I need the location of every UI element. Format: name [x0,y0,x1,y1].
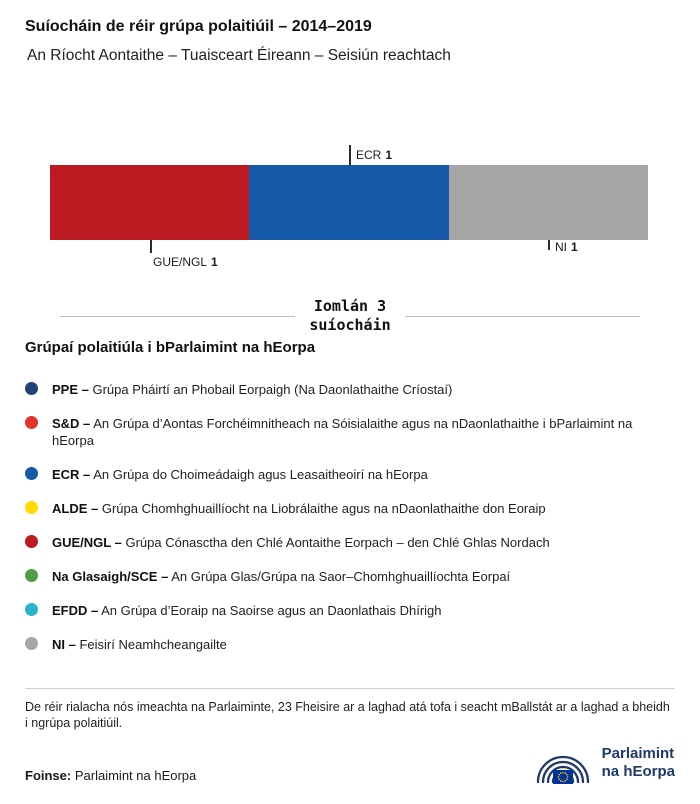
footnote: De réir rialacha nós imeachta na Parlaim… [25,700,670,730]
legend-item-alde: ALDE – Grúpa Chomhghuaillíocht na Liobrá… [25,500,675,517]
legend-item-sd: S&D – An Grúpa d’Aontas Forchéimnitheach… [25,415,675,449]
sd-color-dot [25,416,38,429]
parliament-hemicycle-icon [536,755,589,784]
bar-segment-ni [448,165,648,240]
ni-group-name: NI [555,240,567,254]
source-label: Foinse: [25,768,72,783]
legend-text: EFDD – An Grúpa d’Eoraip na Saoirse agus… [52,602,442,619]
ecr-seat-count: 1 [385,148,393,162]
group-abbr: NI – [52,637,76,652]
separator-line-right [404,315,640,317]
group-desc: An Grúpa do Choimeádaigh agus Leasaitheo… [93,467,428,482]
ep-logo-line2: na hEorpa [601,763,675,780]
gue-ngl-group-name: GUE/NGL [153,255,208,269]
group-abbr: Na Glasaigh/SCE – [52,569,169,584]
group-abbr: GUE/NGL – [52,535,122,550]
group-abbr: PPE – [52,382,89,397]
ni-seat-count: 1 [571,240,578,254]
alde-color-dot [25,501,38,514]
legend-item-ppe: PPE – Grúpa Pháirtí an Phobail Eorpaigh … [25,381,675,398]
bar-segment-ecr [249,165,449,240]
group-desc: An Grúpa d’Aontas Forchéimnitheach na Só… [52,416,633,448]
source-value: Parlaimint na hEorpa [74,768,197,783]
group-desc: An Grúpa Glas/Grúpa na Saor–Chomhghuaill… [171,569,511,584]
gue-ngl-color-dot [25,535,38,548]
ni-tick-label: NI 1 [555,240,578,254]
ep-logo-text: Parlaimint na hEorpa [602,745,675,781]
gue-ngl-seat-count: 1 [211,255,218,269]
group-abbr: EFDD – [52,603,99,618]
total-seats-label: Iomlán 3 suíocháin [309,297,390,335]
legend: PPE – Grúpa Pháirtí an Phobail Eorpaigh … [25,381,675,670]
separator-line-left [60,315,296,317]
ecr-color-dot [25,467,38,480]
seat-bar [50,165,648,240]
legend-text: GUE/NGL – Grúpa Cónasctha den Chlé Aonta… [52,534,550,551]
ni-tick-line [548,240,550,250]
legend-text: S&D – An Grúpa d’Aontas Forchéimnitheach… [52,415,652,449]
ecr-tick-label: ECR 1 [356,148,392,162]
ecr-group-name: ECR [356,148,382,162]
page-subtitle: An Ríocht Aontaithe – Tuaisceart Éireann… [27,47,451,64]
ecr-tick-line [349,145,351,165]
glasaigh-color-dot [25,569,38,582]
eu-flag-stars [557,771,568,783]
group-desc: Grúpa Cónasctha den Chlé Aontaithe Eorpa… [125,535,550,550]
footnote-divider [25,688,675,689]
group-desc: Grúpa Chomhghuaillíocht na Liobrálaithe … [101,501,546,516]
legend-item-efdd: EFDD – An Grúpa d’Eoraip na Saoirse agus… [25,602,675,619]
ppe-color-dot [25,382,38,395]
page-title: Suíocháin de réir grúpa polaitiúil – 201… [25,18,372,35]
ni-color-dot [25,637,38,650]
legend-item-gue-ngl: GUE/NGL – Grúpa Cónasctha den Chlé Aonta… [25,534,675,551]
total-seats-row: Iomlán 3 suíocháin [60,297,640,335]
gue-ngl-tick-label: GUE/NGL 1 [153,255,218,269]
group-desc: Feisirí Neamhcheangailte [79,637,227,652]
legend-text: ALDE – Grúpa Chomhghuaillíocht na Liobrá… [52,500,546,517]
bar-segment-gue-ngl [50,165,250,240]
group-abbr: ALDE – [52,501,99,516]
legend-text: NI – Feisirí Neamhcheangailte [52,636,227,653]
legend-item-ecr: ECR – An Grúpa do Choimeádaigh agus Leas… [25,466,675,483]
group-desc: An Grúpa d’Eoraip na Saoirse agus an Dao… [101,603,442,618]
legend-title: Grúpaí polaitiúla i bParlaimint na hEorp… [25,339,316,356]
ep-logo: Parlaimint na hEorpa [532,740,675,786]
gue-ngl-tick-line [150,240,152,253]
ep-logo-line1: Parlaimint [601,745,675,762]
total-line2: suíocháin [309,316,391,334]
legend-item-glasaigh-sce: Na Glasaigh/SCE – An Grúpa Glas/Grúpa na… [25,568,675,585]
efdd-color-dot [25,603,38,616]
source-line: Foinse: Parlaimint na hEorpa [25,768,196,783]
legend-text: PPE – Grúpa Pháirtí an Phobail Eorpaigh … [52,381,452,398]
group-desc: Grúpa Pháirtí an Phobail Eorpaigh (Na Da… [92,382,453,397]
legend-item-ni: NI – Feisirí Neamhcheangailte [25,636,675,653]
legend-text: Na Glasaigh/SCE – An Grúpa Glas/Grúpa na… [52,568,510,585]
seat-chart: ECR 1 GUE/NGL 1 NI 1 [50,145,648,270]
total-line1: Iomlán 3 [313,297,387,315]
legend-text: ECR – An Grúpa do Choimeádaigh agus Leas… [52,466,428,483]
group-abbr: ECR – [52,467,91,482]
group-abbr: S&D – [52,416,91,431]
